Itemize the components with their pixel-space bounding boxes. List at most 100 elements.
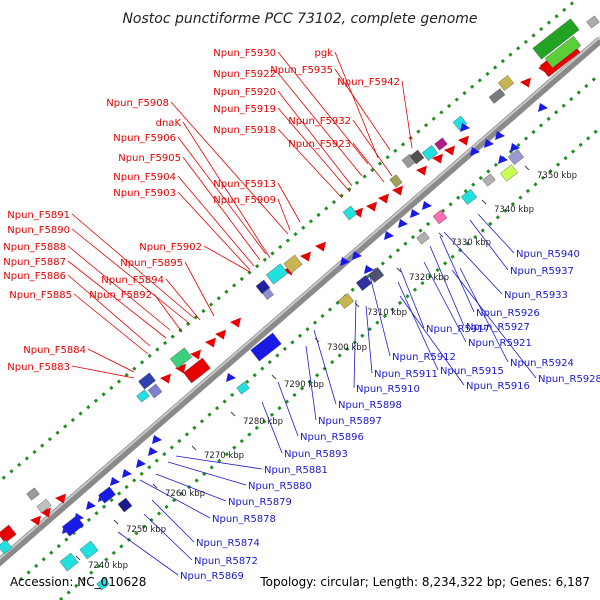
gene-feature [262,288,274,300]
forward-gene-block [0,524,17,544]
forward-gene-label[interactable]: Npun_F5942 [337,77,400,88]
kbp-tick [396,267,402,273]
reverse-gene-label[interactable]: Npun_R5896 [300,432,364,443]
gene-feature [79,540,99,560]
reverse-gene-label[interactable]: Npun_R5911 [374,369,438,380]
kbp-label: 7340 kbp [494,205,534,215]
reverse-gene-label[interactable]: Npun_R5912 [392,352,456,363]
reverse-gene-label[interactable]: Npun_R5893 [284,449,348,460]
reverse-gene-label[interactable]: Npun_R5927 [466,322,530,333]
forward-gene-label[interactable]: dnaK [156,118,182,129]
forward-gene-label[interactable]: Npun_F5935 [270,65,333,76]
reverse-gene-block [98,486,116,504]
forward-gene-label[interactable]: Npun_F5883 [7,362,70,373]
forward-label-leader [182,121,271,259]
reverse-gene-label[interactable]: Npun_R5869 [180,571,244,582]
reverse-gene-label[interactable]: Npun_R5910 [356,384,420,395]
reverse-gene-arrow [398,219,408,228]
reverse-gene-label[interactable]: Npun_R5917 [426,324,490,335]
forward-gene-label[interactable]: Npun_F5909 [213,195,276,206]
forward-gene-label[interactable]: Npun_F5886 [3,271,66,282]
forward-label-leader [71,213,195,319]
forward-gene-label[interactable]: Npun_F5923 [288,139,351,150]
forward-gene-label[interactable]: Npun_F5903 [113,188,176,199]
gene-feature [409,149,425,165]
forward-gene-label[interactable]: pgk [315,48,334,59]
forward-gene-label[interactable]: Npun_F5884 [23,345,86,356]
reverse-label-leader [399,295,465,386]
forward-gene-label[interactable]: Npun_F5904 [113,172,176,183]
reverse-gene-label[interactable]: Npun_R5872 [194,556,258,567]
reverse-gene-label[interactable]: Npun_R5937 [510,266,574,277]
reverse-label-leader [397,281,439,371]
forward-label-leader [170,101,289,235]
gene-feature [482,173,496,187]
forward-gene-label[interactable]: Npun_F5902 [139,242,202,253]
forward-gene-arrow [378,193,389,204]
reverse-gene-label[interactable]: Npun_R5928 [538,374,600,385]
kbp-tick [113,519,119,525]
reverse-gene-arrow [340,257,350,266]
forward-gene-label[interactable]: Npun_F5908 [106,98,169,109]
reverse-gene-label[interactable]: Npun_R5881 [264,465,328,476]
forward-gene-label[interactable]: Npun_F5894 [101,275,164,286]
reverse-gene-label[interactable]: Npun_R5916 [466,381,530,392]
forward-gene-label[interactable]: Npun_F5930 [213,48,276,59]
reverse-gene-label[interactable]: Npun_R5924 [510,358,574,369]
reverse-gene-label[interactable]: Npun_R5933 [504,290,568,301]
reverse-gene-arrow [422,201,432,210]
forward-gene-label[interactable]: Npun_F5892 [89,290,152,301]
forward-gene-arrow [444,145,455,156]
forward-gene-label[interactable]: Npun_F5920 [213,87,276,98]
forward-gene-label[interactable]: Npun_F5919 [213,104,276,115]
kbp-label: 7260 kbp [165,489,205,499]
forward-gene-label[interactable]: Npun_F5887 [3,257,66,268]
forward-gene-label[interactable]: Npun_F5922 [213,69,276,80]
forward-gene-label[interactable]: Npun_F5890 [7,225,70,236]
forward-gene-block [183,357,211,384]
forward-gene-label[interactable]: Npun_F5895 [120,258,183,269]
reverse-gene-arrow [110,477,120,486]
forward-gene-label[interactable]: Npun_F5906 [113,133,176,144]
forward-gene-arrow [315,241,326,252]
reverse-gene-label[interactable]: Npun_R5878 [212,514,276,525]
gene-feature [432,209,448,225]
forward-gene-label[interactable]: Npun_F5888 [3,242,66,253]
reverse-gene-arrow [384,231,394,240]
forward-gene-label[interactable]: Npun_F5913 [213,179,276,190]
kbp-label: 7280 kbp [243,417,283,427]
reverse-gene-label[interactable]: Npun_R5915 [440,366,504,377]
reverse-gene-label[interactable]: Npun_R5874 [196,538,260,549]
forward-gene-label[interactable]: Npun_F5891 [7,210,70,221]
kbp-label: 7330 kbp [451,238,491,248]
reverse-gene-label[interactable]: Npun_R5897 [318,416,382,427]
forward-gene-arrow [40,507,51,518]
reverse-gene-label[interactable]: Npun_R5879 [228,497,292,508]
reverse-label-leader [469,219,509,271]
forward-gene-label[interactable]: Npun_F5918 [213,125,276,136]
forward-gene-label[interactable]: Npun_F5932 [288,116,351,127]
forward-label-leader [334,51,379,159]
forward-label-leader [177,191,251,271]
reverse-gene-label[interactable]: Npun_R5921 [468,338,532,349]
reverse-gene-label[interactable]: Npun_R5940 [516,249,580,260]
forward-gene-label[interactable]: Npun_F5885 [9,290,72,301]
reverse-label-leader [429,245,465,327]
reverse-label-leader [477,213,515,254]
reverse-gene-label[interactable]: Npun_R5926 [476,308,540,319]
reverse-label-leader [117,531,179,576]
forward-gene-label[interactable]: Npun_F5905 [118,153,181,164]
forward-label-leader [182,156,261,261]
kbp-tick [75,555,81,561]
reverse-gene-label[interactable]: Npun_R5880 [248,481,312,492]
forward-label-leader [67,245,171,331]
gene-feature [460,189,478,205]
gene-feature [507,149,525,165]
reverse-gene-arrow [148,447,158,456]
genome-backbone-highlight [0,36,600,560]
gene-feature [389,174,403,188]
forward-label-leader [277,198,291,231]
reverse-gene-label[interactable]: Npun_R5898 [338,400,402,411]
reverse-gene-block [250,332,282,362]
reverse-gene-arrow [86,501,96,510]
